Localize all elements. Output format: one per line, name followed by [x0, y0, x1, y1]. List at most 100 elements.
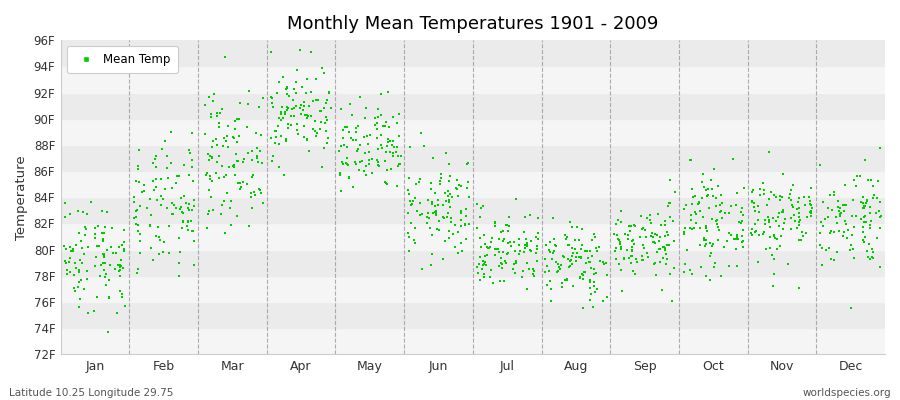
- Point: [299, 89, 313, 96]
- Point: [815, 223, 830, 230]
- Point: [658, 233, 672, 239]
- Point: [556, 253, 571, 260]
- Point: [735, 233, 750, 240]
- Point: [130, 166, 145, 172]
- Point: [736, 226, 751, 233]
- Point: [102, 294, 116, 300]
- Point: [172, 260, 186, 266]
- Point: [817, 216, 832, 222]
- Point: [362, 149, 376, 156]
- Point: [415, 211, 429, 218]
- Point: [832, 208, 846, 214]
- Point: [423, 225, 437, 232]
- Point: [154, 193, 168, 199]
- Point: [495, 261, 509, 267]
- Point: [204, 114, 219, 121]
- Point: [284, 112, 298, 119]
- Point: [814, 262, 829, 268]
- Point: [694, 264, 708, 270]
- Point: [628, 222, 643, 229]
- Point: [734, 220, 749, 226]
- Point: [847, 255, 861, 262]
- Point: [688, 193, 702, 199]
- Point: [708, 260, 723, 267]
- Point: [608, 248, 622, 255]
- Point: [840, 235, 854, 241]
- Point: [717, 244, 732, 250]
- Point: [172, 173, 186, 179]
- Point: [451, 229, 465, 236]
- Point: [864, 177, 878, 183]
- Point: [420, 197, 435, 203]
- Point: [568, 237, 582, 243]
- Point: [113, 263, 128, 269]
- Point: [699, 223, 714, 229]
- Point: [300, 76, 314, 83]
- Point: [420, 214, 435, 220]
- Point: [570, 224, 584, 231]
- Point: [804, 212, 818, 219]
- Point: [730, 234, 744, 240]
- Point: [498, 257, 512, 264]
- Point: [574, 226, 589, 232]
- Point: [285, 106, 300, 112]
- Point: [302, 103, 317, 110]
- Point: [201, 211, 215, 217]
- Point: [805, 184, 819, 191]
- Point: [857, 239, 871, 245]
- Point: [129, 208, 143, 214]
- Point: [648, 231, 662, 237]
- Point: [515, 274, 529, 281]
- Point: [583, 297, 598, 303]
- Point: [697, 214, 711, 220]
- Point: [680, 246, 694, 253]
- Point: [478, 240, 492, 247]
- Point: [199, 172, 213, 178]
- Point: [363, 132, 377, 138]
- Point: [76, 209, 90, 216]
- Point: [132, 179, 147, 185]
- Point: [678, 261, 692, 268]
- Point: [93, 273, 107, 280]
- Point: [518, 244, 532, 251]
- Point: [736, 211, 751, 218]
- Point: [576, 305, 590, 311]
- Bar: [60, 328, 885, 354]
- Point: [169, 173, 184, 179]
- Point: [530, 258, 544, 264]
- Point: [216, 143, 230, 149]
- Point: [872, 145, 886, 151]
- Point: [586, 304, 600, 311]
- Point: [554, 284, 569, 290]
- Point: [611, 217, 625, 224]
- Point: [97, 250, 112, 257]
- Point: [769, 234, 783, 241]
- Point: [250, 144, 265, 151]
- Point: [59, 270, 74, 277]
- Point: [645, 230, 660, 236]
- Point: [233, 186, 248, 192]
- Point: [372, 163, 386, 169]
- Point: [306, 126, 320, 132]
- Point: [677, 269, 691, 276]
- Point: [334, 187, 348, 194]
- Point: [668, 189, 682, 196]
- Point: [872, 263, 886, 270]
- Point: [143, 195, 157, 202]
- Point: [268, 128, 283, 134]
- Point: [485, 280, 500, 286]
- Point: [255, 160, 269, 166]
- Point: [58, 258, 72, 264]
- Point: [438, 197, 453, 204]
- Point: [614, 246, 628, 252]
- Point: [711, 237, 725, 243]
- Point: [702, 205, 716, 211]
- Point: [863, 221, 878, 228]
- Point: [703, 277, 717, 283]
- Point: [270, 123, 284, 129]
- Point: [628, 271, 643, 277]
- Point: [802, 194, 816, 200]
- Point: [109, 250, 123, 256]
- Point: [67, 272, 81, 278]
- Point: [454, 240, 468, 246]
